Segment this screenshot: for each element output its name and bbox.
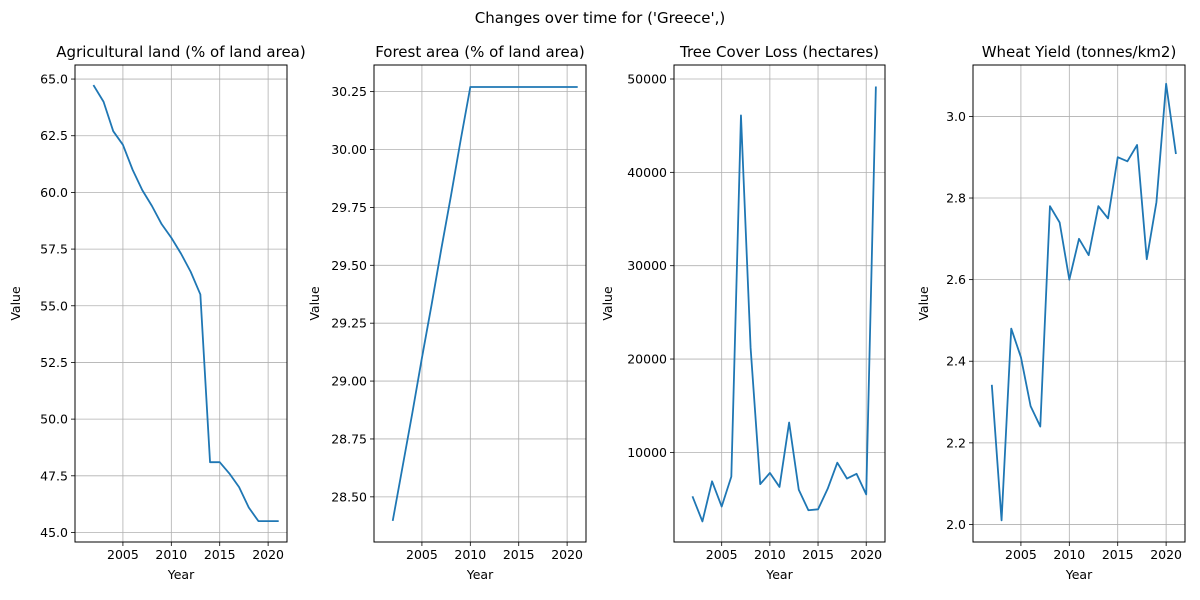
y-tick-label: 55.0 — [40, 298, 68, 313]
x-axis-label: Year — [1065, 567, 1093, 582]
y-tick-label: 29.00 — [331, 374, 367, 389]
axes-frame — [373, 64, 587, 543]
x-tick-label: 2005 — [107, 547, 139, 562]
axes-frame — [74, 64, 288, 543]
y-tick-label: 50.0 — [40, 412, 68, 427]
y-axis-label: Value — [307, 286, 322, 321]
subplot-title: Wheat Yield (tonnes/km2) — [982, 43, 1177, 61]
x-tick-label: 2020 — [850, 547, 882, 562]
y-tick-label: 2.6 — [946, 272, 966, 287]
x-tick-label: 2010 — [454, 547, 486, 562]
y-tick-label: 47.5 — [40, 468, 68, 483]
subplot-1: 2005 2010 2015 2020 45.0 47.5 50.0 52.5 55.0 57.5… — [8, 43, 306, 582]
y-tick-label: 20000 — [627, 352, 667, 367]
x-tick-label: 2015 — [503, 547, 535, 562]
subplot-4: 2005 2010 2015 2020 2.0 2.2 2.4 2.6 2.8 3.0 Wheat … — [916, 43, 1186, 582]
figure-title: Changes over time for ('Greece',) — [474, 9, 726, 27]
y-tick-label: 45.0 — [40, 525, 68, 540]
subplot-3: 2005 2010 2015 2020 10000 20000 30000 40000 5000… — [600, 43, 886, 582]
x-tick-label: 2020 — [252, 547, 284, 562]
x-axis-label: Year — [466, 567, 494, 582]
y-tick-label: 2.2 — [946, 435, 966, 450]
y-tick-label: 28.75 — [331, 431, 367, 446]
y-tick-label: 57.5 — [40, 242, 68, 257]
y-tick-label: 65.0 — [40, 72, 68, 87]
y-tick-label: 62.5 — [40, 128, 68, 143]
x-axis-label: Year — [765, 567, 793, 582]
x-tick-label: 2015 — [204, 547, 236, 562]
subplot-title: Agricultural land (% of land area) — [56, 43, 305, 61]
y-tick-label: 30.25 — [331, 84, 367, 99]
x-tick-label: 2010 — [754, 547, 786, 562]
x-axis-label: Year — [167, 567, 195, 582]
y-tick-label: 30.00 — [331, 142, 367, 157]
y-tick-label: 50000 — [627, 72, 667, 87]
y-tick-label: 29.25 — [331, 316, 367, 331]
y-tick-label: 29.50 — [331, 258, 367, 273]
y-tick-label: 3.0 — [946, 109, 966, 124]
y-tick-label: 30000 — [627, 258, 667, 273]
x-tick-label: 2005 — [1005, 547, 1037, 562]
subplot-title: Forest area (% of land area) — [375, 43, 585, 61]
y-tick-label: 60.0 — [40, 185, 68, 200]
x-tick-label: 2015 — [1102, 547, 1134, 562]
y-tick-label: 40000 — [627, 165, 667, 180]
series-line — [92, 84, 279, 523]
axes-frame — [972, 64, 1186, 543]
y-tick-label: 28.50 — [331, 489, 367, 504]
x-tick-label: 2020 — [551, 547, 583, 562]
series-line — [391, 86, 578, 522]
y-axis-label: Value — [916, 286, 931, 321]
y-tick-label: 2.0 — [946, 517, 966, 532]
axes-frame — [673, 64, 886, 543]
y-tick-label: 52.5 — [40, 355, 68, 370]
x-tick-label: 2010 — [155, 547, 187, 562]
x-tick-label: 2005 — [406, 547, 438, 562]
y-axis-label: Value — [8, 286, 23, 321]
subplot-title: Tree Cover Loss (hectares) — [679, 43, 879, 61]
x-tick-label: 2015 — [802, 547, 834, 562]
x-tick-label: 2010 — [1053, 547, 1085, 562]
y-tick-label: 10000 — [627, 445, 667, 460]
y-tick-label: 2.4 — [946, 354, 966, 369]
y-tick-label: 2.8 — [946, 191, 966, 206]
x-tick-label: 2020 — [1150, 547, 1182, 562]
y-tick-label: 29.75 — [331, 200, 367, 215]
series-line — [990, 82, 1177, 522]
series-line — [691, 86, 877, 523]
subplot-2: 2005 2010 2015 2020 28.50 28.75 29.00 29.25 29.5… — [307, 43, 587, 582]
x-tick-label: 2005 — [706, 547, 738, 562]
y-axis-label: Value — [600, 286, 615, 321]
